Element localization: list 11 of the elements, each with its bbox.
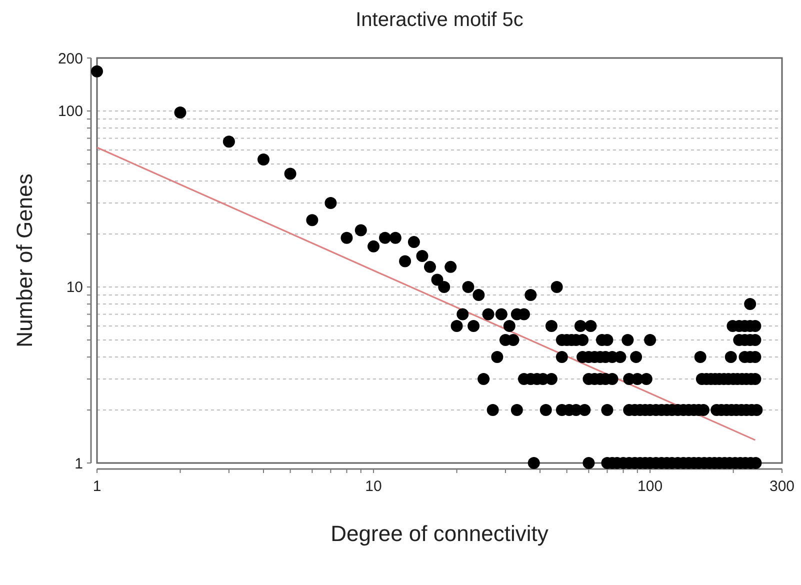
y-tick-label: 10	[66, 279, 83, 296]
y-tick-label: 200	[58, 50, 83, 68]
x-tick-label: 10	[365, 478, 382, 495]
y-axis-title: Number of Genes	[12, 174, 37, 348]
x-tick-label: 100	[638, 478, 663, 495]
x-tick-label: 300	[769, 478, 795, 495]
x-axis-title: Degree of connectivity	[330, 521, 548, 546]
y-tick-label: 1	[74, 455, 83, 472]
x-tick-label: 1	[92, 478, 102, 495]
y-tick-label: 100	[58, 103, 83, 120]
chart-title: Interactive motif 5c	[356, 9, 524, 31]
